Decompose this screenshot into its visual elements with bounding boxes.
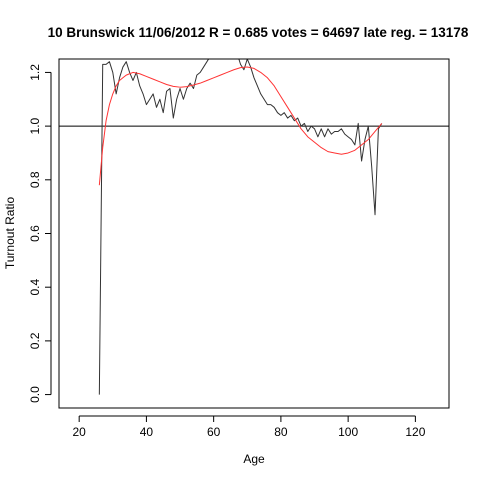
y-tick-label: 0.2: [28, 332, 42, 349]
x-tick-label: 80: [274, 425, 288, 439]
x-tick-label: 100: [338, 425, 358, 439]
plot-frame: [59, 59, 449, 408]
x-tick-label: 120: [405, 425, 425, 439]
x-axis-label: Age: [243, 452, 265, 466]
x-tick-label: 60: [207, 425, 221, 439]
y-tick-label: 0.8: [28, 171, 42, 188]
x-tick-label: 20: [72, 425, 86, 439]
observed-series-line: [99, 35, 381, 395]
y-axis: 0.0 0.2 0.4 0.6 0.8 1.0 1.2: [28, 64, 51, 403]
y-tick-label: 0.6: [28, 225, 42, 242]
y-axis-label: Turnout Ratio: [3, 197, 17, 270]
x-axis: 20 40 60 80 100 120: [72, 416, 425, 439]
y-tick-label: 0.4: [28, 279, 42, 296]
chart-title: 10 Brunswick 11/06/2012 R = 0.685 votes …: [48, 25, 469, 40]
y-tick-label: 1.0: [28, 117, 42, 134]
x-tick-label: 40: [140, 425, 154, 439]
y-tick-label: 0.0: [28, 386, 42, 403]
y-tick-label: 1.2: [28, 64, 42, 81]
